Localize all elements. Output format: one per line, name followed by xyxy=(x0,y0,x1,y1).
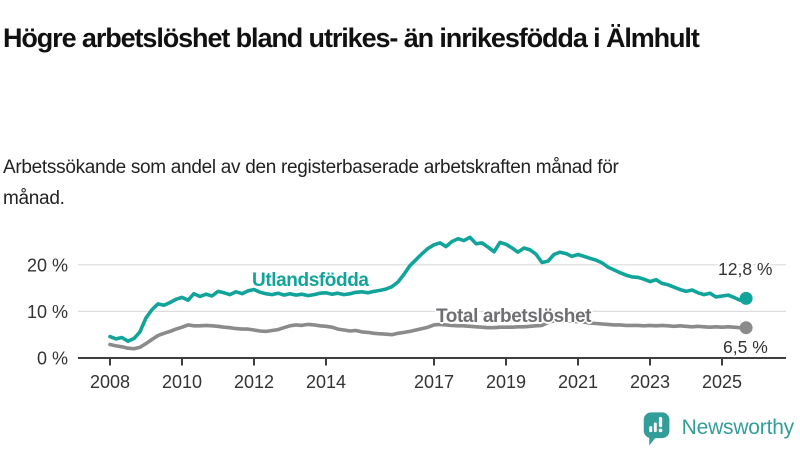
svg-text:2019: 2019 xyxy=(486,372,526,392)
svg-text:2017: 2017 xyxy=(414,372,454,392)
svg-text:2008: 2008 xyxy=(90,372,130,392)
svg-text:2014: 2014 xyxy=(306,372,346,392)
end-value-label-utlandsfodda: 12,8 % xyxy=(718,259,773,279)
svg-text:2023: 2023 xyxy=(630,372,670,392)
svg-text:2021: 2021 xyxy=(558,372,598,392)
svg-text:2010: 2010 xyxy=(162,372,202,392)
page-title: Högre arbetslöshet bland utrikes- än inr… xyxy=(3,23,700,54)
svg-text:2025: 2025 xyxy=(702,372,742,392)
logo-wordmark: Newsworthy xyxy=(681,416,795,439)
series-label-utlandsfodda: Utlandsfödda xyxy=(252,270,369,291)
series-label-total-arbetsloshet: Total arbetslöshet xyxy=(436,306,592,327)
bar-chart-speech-bubble-icon xyxy=(643,412,670,446)
svg-text:20 %: 20 % xyxy=(27,255,68,275)
svg-text:10 %: 10 % xyxy=(27,302,68,322)
newsworthy-logo: Newsworthy xyxy=(641,409,794,447)
svg-text:2012: 2012 xyxy=(234,372,274,392)
svg-text:0 %: 0 % xyxy=(37,349,68,369)
end-value-label-total: 6,5 % xyxy=(723,337,768,357)
chart-subtitle: Arbetssökande som andel av den registerb… xyxy=(3,157,619,209)
